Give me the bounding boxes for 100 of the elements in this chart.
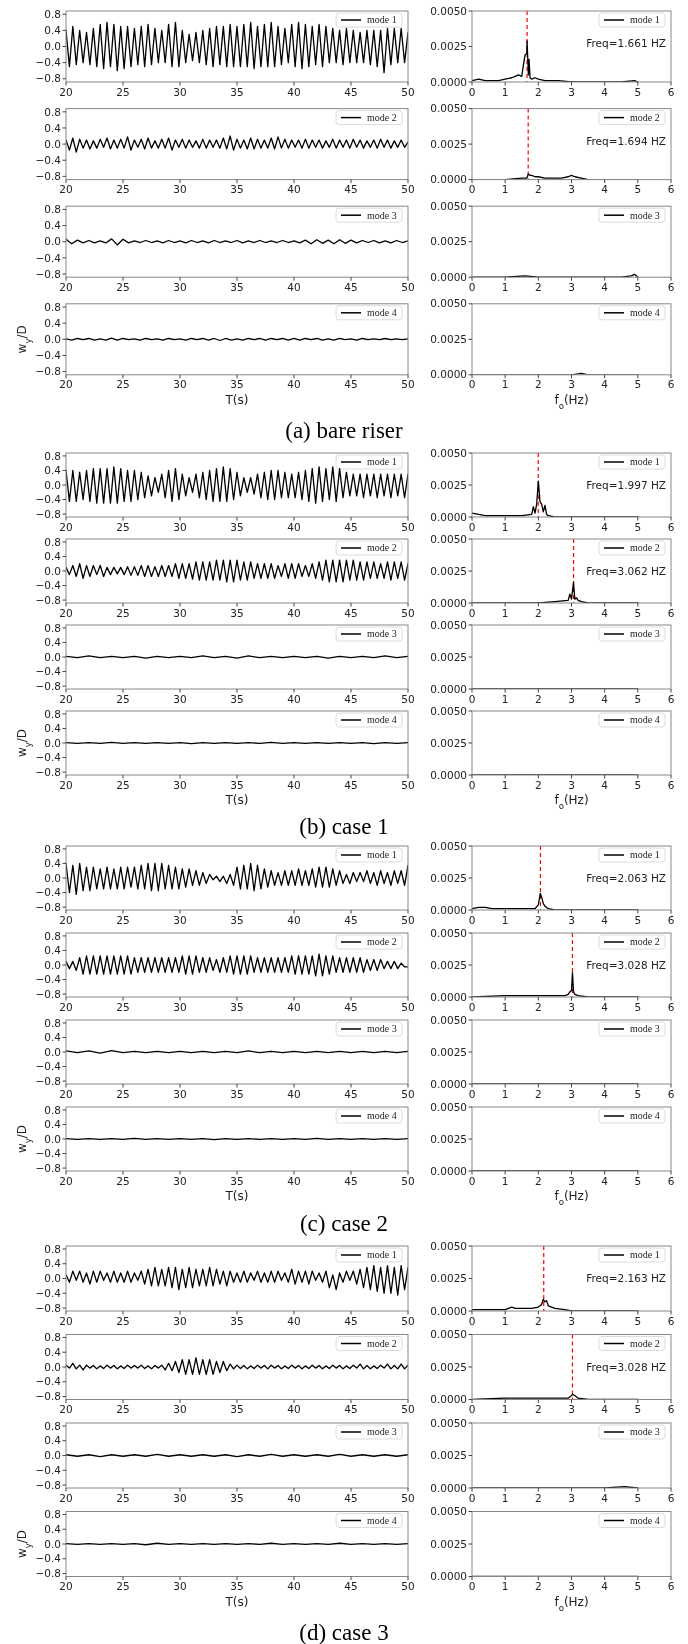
- x-tick-label: 0: [468, 520, 476, 533]
- y-tick-label: 0.0: [44, 137, 61, 150]
- y-tick-label: 0.8: [44, 929, 61, 942]
- x-tick-label: 3: [568, 1491, 575, 1504]
- y-tick-label: 0.0050: [430, 4, 467, 17]
- x-tick-label: 1: [501, 913, 509, 926]
- legend-label: mode 3: [367, 628, 397, 640]
- x-tick-label: 40: [287, 1174, 301, 1187]
- text: (a) bare riser: [285, 418, 404, 443]
- x-tick-label: 45: [344, 520, 358, 533]
- y-tick-label: 0.0050: [430, 704, 467, 717]
- y-tick-label: −0.8: [35, 365, 61, 378]
- x-axis-title: f$_{o}$(Hz): [554, 793, 589, 811]
- x-tick-label: 2: [534, 1174, 542, 1187]
- x-tick-label: 45: [344, 606, 358, 619]
- x-tick-label: 35: [230, 1580, 244, 1592]
- annotation: Freq=3.062 HZ: [586, 565, 666, 577]
- x-tick-label: 1: [501, 280, 509, 293]
- x-tick-label: 50: [401, 85, 415, 98]
- legend-label: mode 1: [630, 1249, 660, 1261]
- y-tick-label: 0.4: [44, 316, 62, 329]
- x-tick-label: 40: [287, 606, 301, 619]
- y-tick-label: −0.8: [35, 170, 61, 183]
- y-tick-label: 0.0050: [430, 102, 467, 115]
- y-tick-label: 0.0: [44, 1132, 61, 1145]
- x-tick-label: 40: [287, 778, 301, 791]
- x-tick-label: 35: [230, 1174, 244, 1187]
- legend-label: mode 2: [630, 936, 660, 948]
- legend-label: mode 1: [630, 849, 660, 861]
- x-tick-label: 1: [501, 778, 509, 791]
- y-tick-label: 0.0050: [430, 1239, 467, 1252]
- y-tick-label: −0.4: [35, 349, 62, 362]
- x-tick-label: 25: [116, 692, 130, 705]
- x-tick-label: 2: [534, 1491, 542, 1504]
- x-tick-label: 50: [401, 1314, 415, 1327]
- y-tick-label: 0.0: [44, 1360, 61, 1373]
- y-tick-label: 0.0000: [430, 903, 467, 916]
- y-tick-label: −0.4: [35, 56, 62, 69]
- legend-label: mode 2: [367, 936, 397, 948]
- x-axis-title: f$_{o}$(Hz): [554, 1594, 589, 1613]
- x-tick-label: 50: [401, 520, 415, 533]
- y-tick-label: 0.0025: [430, 1132, 467, 1145]
- x-tick-label: 3: [568, 692, 575, 705]
- legend-label: mode 4: [367, 1514, 397, 1526]
- x-tick-label: 40: [287, 692, 301, 705]
- y-tick-label: −0.8: [35, 72, 61, 85]
- x-tick-label: 50: [401, 1000, 415, 1013]
- x-tick-label: 0: [468, 1403, 476, 1415]
- x-tick-label: 3: [568, 606, 575, 619]
- y-tick-label: 0.4: [44, 944, 62, 957]
- y-tick-label: 0.0000: [430, 1393, 467, 1406]
- y-tick-label: 0.0: [44, 564, 61, 577]
- y-tick-label: 0.0000: [430, 1304, 467, 1317]
- legend-label: mode 3: [367, 1023, 397, 1035]
- y-tick-label: 0.0050: [430, 1505, 467, 1518]
- x-tick-label: 25: [116, 280, 130, 293]
- y-tick-label: 0.0025: [430, 40, 467, 53]
- x-tick-label: 2: [534, 692, 542, 705]
- x-tick-label: 20: [59, 1000, 73, 1013]
- x-tick-label: 0: [468, 606, 476, 619]
- y-tick-label: 0.0050: [430, 926, 467, 939]
- x-tick-label: 5: [634, 1000, 642, 1013]
- y-tick-label: 0.0025: [430, 1272, 467, 1285]
- legend-label: mode 1: [630, 14, 660, 26]
- y-tick-label: 0.4: [44, 857, 62, 870]
- y-tick-label: 0.8: [44, 1242, 61, 1255]
- x-tick-label: 1: [501, 1580, 509, 1592]
- y-tick-label: 0.0050: [430, 1328, 467, 1341]
- x-tick-label: 1: [501, 1491, 509, 1504]
- x-tick-label: 35: [230, 280, 244, 293]
- y-tick-label: 0.0000: [430, 768, 467, 781]
- x-tick-label: 45: [344, 280, 358, 293]
- x-tick-label: 3: [568, 1087, 575, 1100]
- x-tick-label: 45: [344, 183, 358, 196]
- x-tick-label: 45: [344, 692, 358, 705]
- x-tick-label: 1: [501, 1314, 509, 1327]
- y-tick-label: 0.4: [44, 1434, 62, 1447]
- x-tick-label: 0: [468, 1314, 476, 1327]
- y-tick-label: 0.4: [44, 121, 62, 134]
- y-tick-label: 0.0050: [430, 297, 467, 310]
- x-tick-label: 25: [116, 1087, 130, 1100]
- legend-label: mode 4: [630, 1110, 660, 1122]
- x-tick-label: 35: [230, 1403, 244, 1415]
- x-tick-label: 3: [568, 1580, 575, 1592]
- y-tick-label: 0.0: [44, 235, 61, 248]
- x-tick-label: 35: [230, 1087, 244, 1100]
- x-tick-label: 25: [116, 1000, 130, 1013]
- x-tick-label: 40: [287, 520, 301, 533]
- x-tick-label: 30: [173, 520, 187, 533]
- annotation: Freq=2.163 HZ: [586, 1272, 666, 1284]
- x-tick-label: 5: [634, 378, 642, 391]
- y-tick-label: 0.0025: [430, 958, 467, 971]
- text: (b) case 1: [299, 814, 389, 839]
- x-tick-label: 5: [634, 1491, 642, 1504]
- y-tick-label: −0.8: [35, 900, 61, 913]
- x-tick-label: 40: [287, 913, 301, 926]
- y-tick-label: −0.4: [35, 1375, 62, 1388]
- y-tick-label: −0.4: [35, 251, 62, 264]
- x-axis-title: T(s): [224, 1594, 249, 1609]
- x-tick-label: 6: [667, 1087, 675, 1100]
